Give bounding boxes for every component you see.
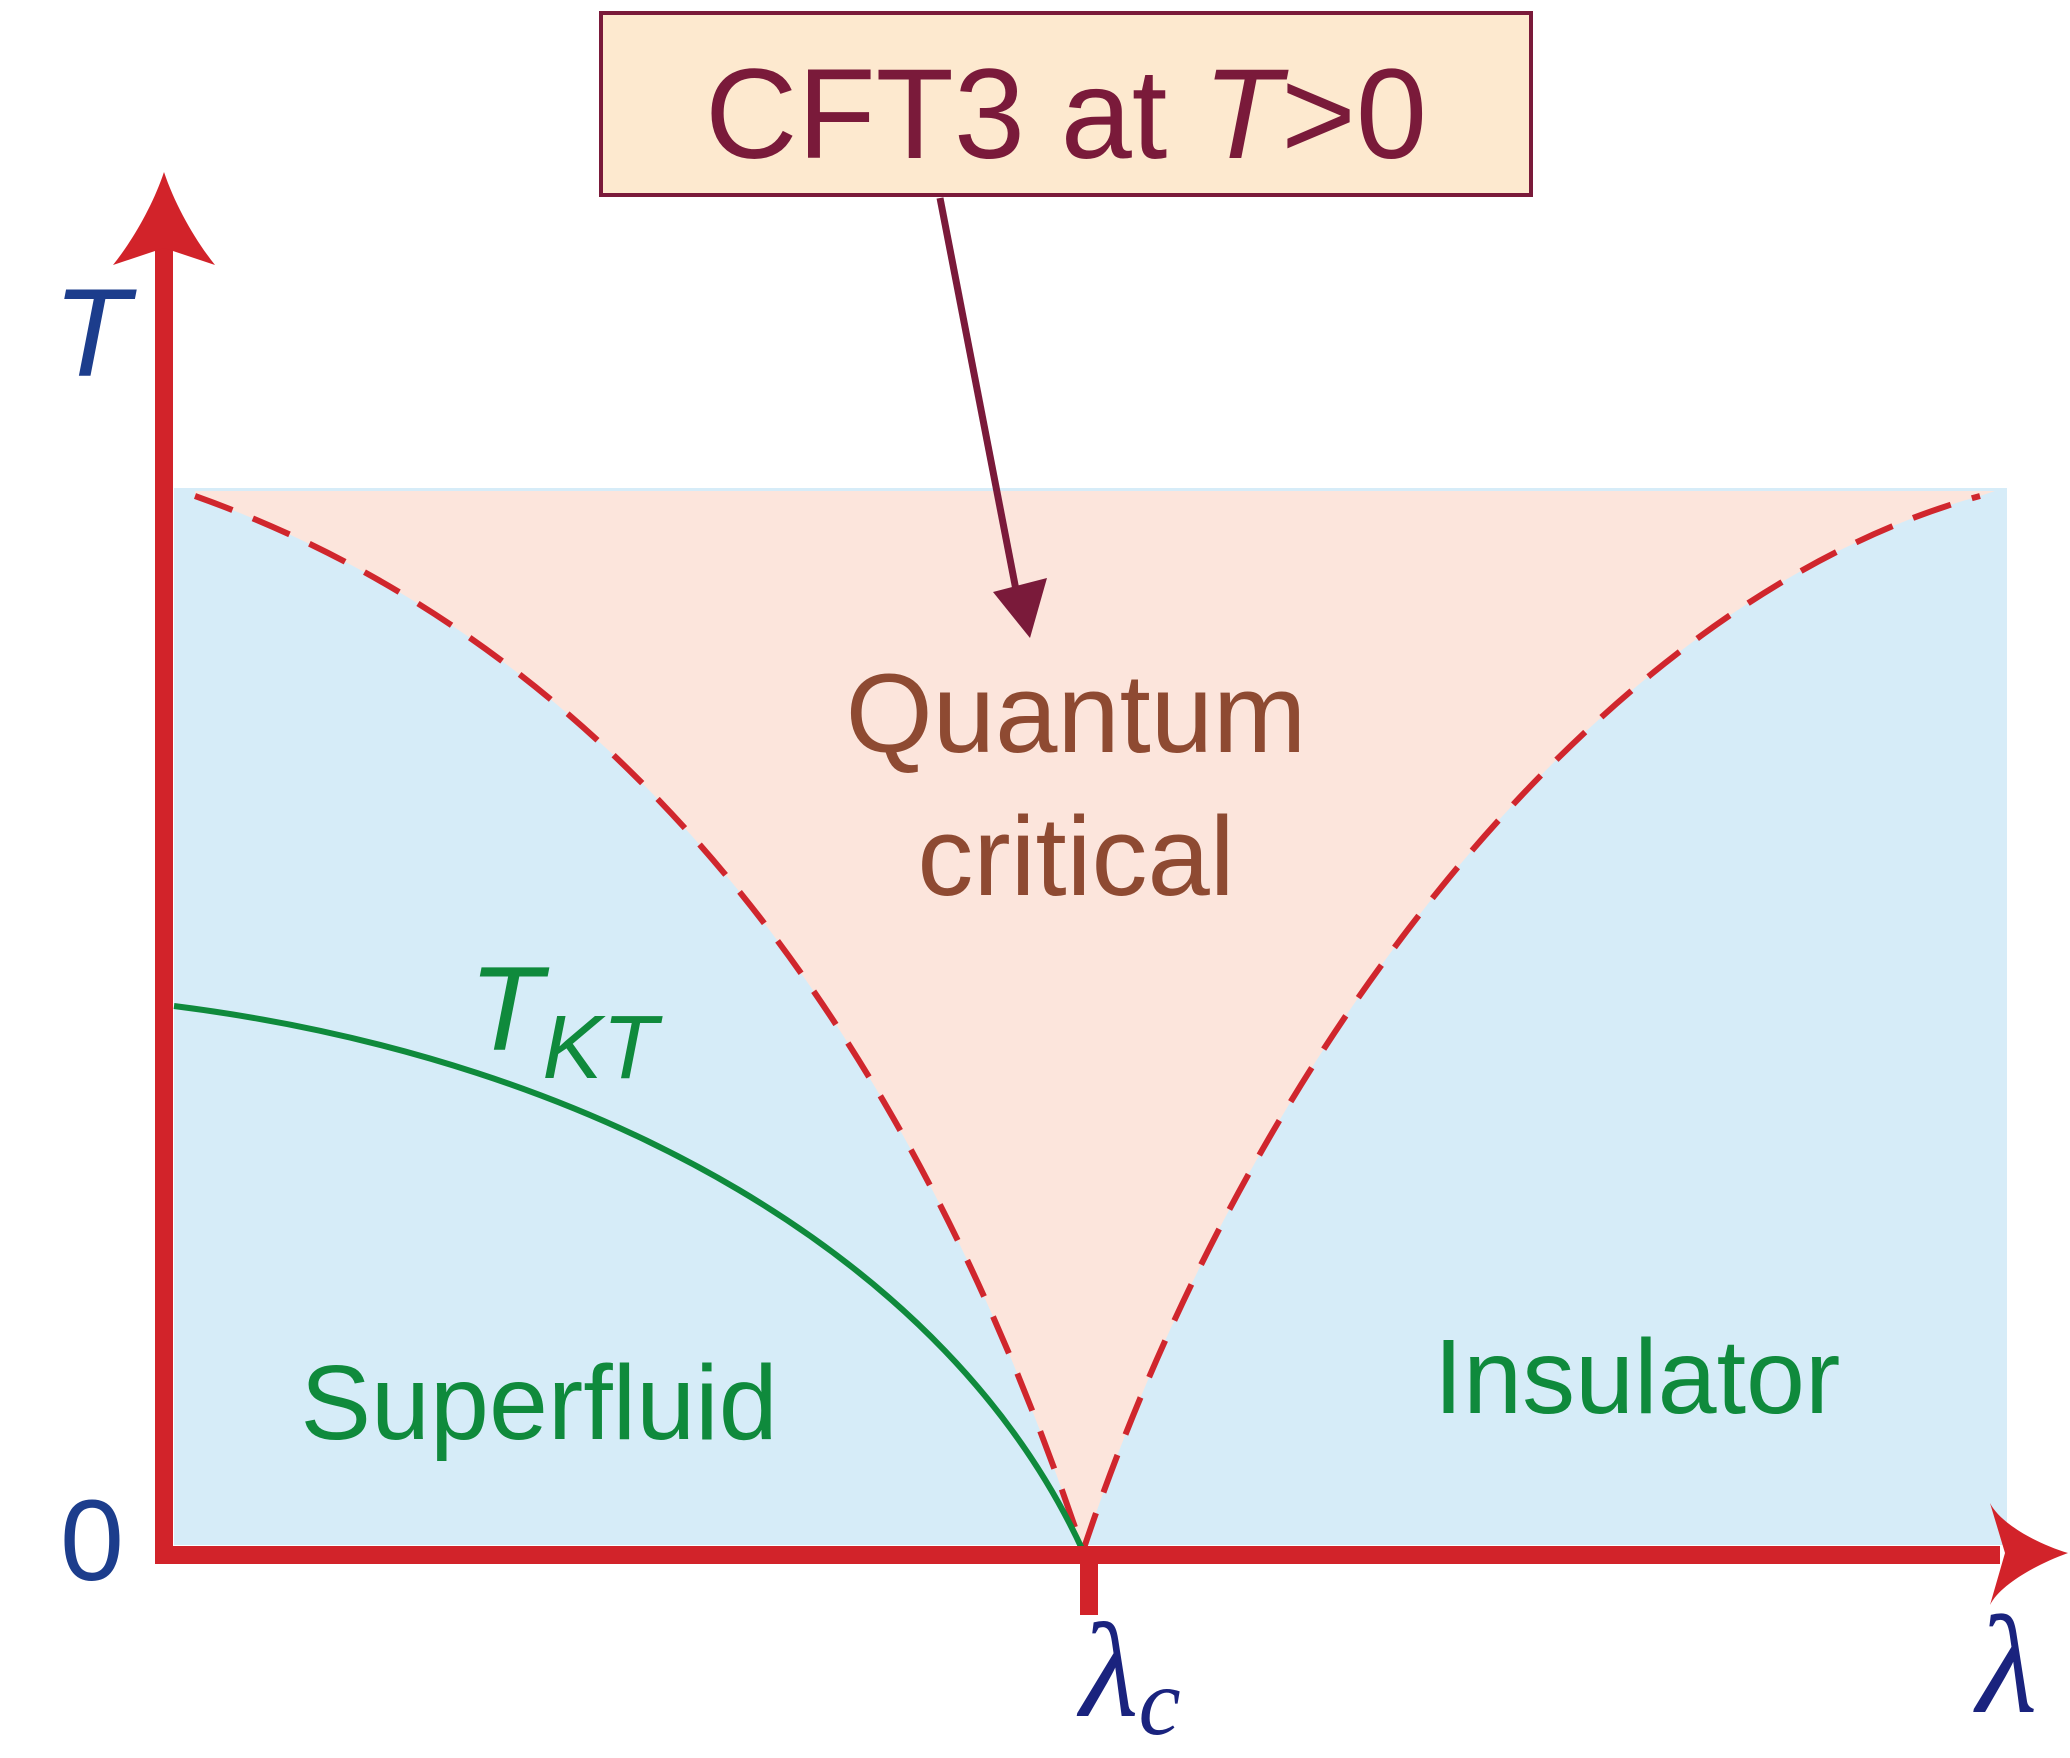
curve-subscript: KT bbox=[542, 998, 663, 1098]
annotation-part: T bbox=[1203, 43, 1289, 186]
x-label: λ bbox=[1973, 1588, 2038, 1743]
annotation-part: >0 bbox=[1281, 43, 1427, 186]
crossover-right bbox=[1080, 493, 1981, 1552]
critical-subscript: c bbox=[1138, 1649, 1180, 1755]
annotation-box bbox=[599, 11, 1533, 197]
annotation-arrowhead bbox=[993, 578, 1047, 638]
region-label: Superfluid bbox=[300, 1344, 777, 1462]
origin-label: 0 bbox=[60, 1477, 124, 1605]
curve-label: TKT bbox=[469, 942, 663, 1098]
region-label: critical bbox=[917, 794, 1234, 919]
annotation-text: CFT3 at T>0 bbox=[705, 43, 1427, 186]
crossover-left bbox=[193, 493, 1086, 1552]
critical-region bbox=[195, 491, 1995, 1551]
region-label: Quantum bbox=[846, 651, 1307, 776]
y-arrow bbox=[113, 172, 215, 265]
curve-symbol: T bbox=[469, 942, 550, 1076]
x-arrow bbox=[1990, 1503, 2068, 1605]
critical-symbol: λ bbox=[1076, 1597, 1138, 1746]
annotation-arrow bbox=[936, 197, 1020, 591]
critical-label: λc bbox=[1076, 1597, 1181, 1755]
y-label: T bbox=[53, 264, 137, 403]
region-label: Insulator bbox=[1434, 1318, 1841, 1436]
kt-curve bbox=[173, 1003, 1086, 1553]
annotation-part: CFT3 at bbox=[705, 43, 1203, 186]
